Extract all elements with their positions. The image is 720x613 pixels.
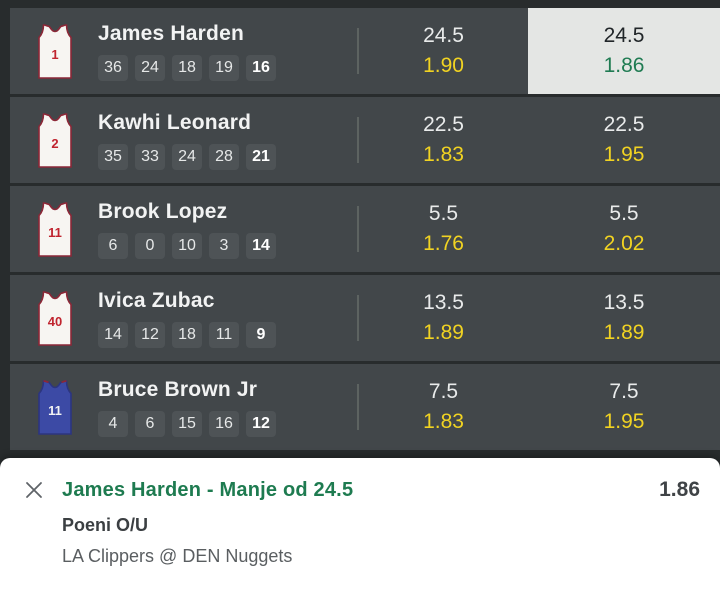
recent-point: 16 (209, 410, 239, 437)
over-odds-button[interactable]: 22.5 1.83 (359, 97, 528, 183)
recent-point-latest: 12 (246, 410, 276, 437)
column-divider (357, 295, 359, 341)
line-value: 24.5 (423, 24, 464, 47)
odds-value: 1.90 (423, 54, 464, 77)
odds-value: 2.02 (603, 232, 645, 255)
player-info: 2 Kawhi Leonard 35 33 24 28 21 (10, 97, 357, 183)
betslip-header: James Harden - Manje od 24.5 1.86 (22, 478, 700, 502)
player-row: 40 Ivica Zubac 14 12 18 11 9 13.5 1.89 1… (10, 275, 720, 361)
betslip-odds: 1.86 (659, 478, 700, 501)
jersey-number: 11 (48, 403, 62, 418)
recent-points: 35 33 24 28 21 (98, 143, 276, 170)
over-odds-button[interactable]: 5.5 1.76 (359, 186, 528, 272)
under-odds-button[interactable]: 5.5 2.02 (528, 186, 720, 272)
odds-value: 1.83 (423, 143, 464, 166)
jersey-number: 1 (51, 47, 58, 62)
odds-value: 1.95 (603, 143, 645, 166)
column-divider (357, 206, 359, 252)
player-name: Ivica Zubac (98, 288, 215, 312)
over-odds-button[interactable]: 24.5 1.90 (359, 8, 528, 94)
line-value: 7.5 (428, 380, 459, 403)
recent-point: 0 (135, 232, 165, 259)
recent-point: 14 (98, 321, 128, 348)
close-button[interactable] (22, 478, 46, 502)
recent-point: 6 (98, 232, 128, 259)
line-value: 24.5 (603, 24, 645, 47)
jersey-icon: 11 (38, 380, 72, 435)
under-odds-button[interactable]: 7.5 1.95 (528, 364, 720, 450)
recent-point: 12 (135, 321, 165, 348)
recent-point: 11 (209, 321, 239, 348)
recent-point: 24 (135, 54, 165, 81)
betslip-selection-title: James Harden - Manje od 24.5 (62, 478, 354, 501)
player-name: James Harden (98, 21, 244, 45)
player-props-table: 1 James Harden 36 24 18 19 16 24.5 1.90 … (10, 8, 720, 450)
odds-value: 1.95 (603, 410, 645, 433)
jersey-icon: 40 (38, 291, 72, 346)
recent-point-latest: 21 (246, 143, 276, 170)
player-info: 11 Bruce Brown Jr 4 6 15 16 12 (10, 364, 357, 450)
over-odds-button[interactable]: 7.5 1.83 (359, 364, 528, 450)
over-odds-button[interactable]: 13.5 1.89 (359, 275, 528, 361)
recent-points: 14 12 18 11 9 (98, 321, 276, 348)
odds-value: 1.76 (423, 232, 464, 255)
recent-point: 4 (98, 410, 128, 437)
recent-points: 36 24 18 19 16 (98, 54, 276, 81)
recent-points: 6 0 10 3 14 (98, 232, 276, 259)
jersey-icon: 2 (38, 113, 72, 168)
recent-point: 15 (172, 410, 202, 437)
jersey-icon: 11 (38, 202, 72, 257)
player-row: 1 James Harden 36 24 18 19 16 24.5 1.90 … (10, 8, 720, 94)
recent-point: 19 (209, 54, 239, 81)
player-row: 11 Bruce Brown Jr 4 6 15 16 12 7.5 1.83 … (10, 364, 720, 450)
betslip-panel: James Harden - Manje od 24.5 1.86 Poeni … (0, 458, 720, 613)
recent-point: 18 (172, 54, 202, 81)
player-info: 1 James Harden 36 24 18 19 16 (10, 8, 357, 94)
recent-point-latest: 16 (246, 54, 276, 81)
recent-point: 3 (209, 232, 239, 259)
player-info: 40 Ivica Zubac 14 12 18 11 9 (10, 275, 357, 361)
betslip-market: Poeni O/U (62, 515, 149, 535)
line-value: 7.5 (609, 380, 639, 403)
recent-points: 4 6 15 16 12 (98, 410, 276, 437)
odds-value: 1.86 (603, 54, 645, 77)
line-value: 13.5 (423, 291, 464, 314)
odds-value: 1.89 (603, 321, 645, 344)
recent-point: 18 (172, 321, 202, 348)
recent-point: 10 (172, 232, 202, 259)
recent-point: 36 (98, 54, 128, 81)
player-name: Bruce Brown Jr (98, 377, 258, 401)
jersey-icon: 1 (38, 24, 72, 79)
recent-point: 35 (98, 143, 128, 170)
under-odds-button-selected[interactable]: 24.5 1.86 (528, 8, 720, 94)
recent-point-latest: 14 (246, 232, 276, 259)
player-info: 11 Brook Lopez 6 0 10 3 14 (10, 186, 357, 272)
betslip-match: LA Clippers @ DEN Nuggets (62, 546, 293, 566)
recent-point-latest: 9 (246, 321, 276, 348)
player-row: 11 Brook Lopez 6 0 10 3 14 5.5 1.76 5.5 … (10, 186, 720, 272)
line-value: 5.5 (609, 202, 639, 225)
odds-value: 1.89 (423, 321, 464, 344)
line-value: 5.5 (428, 202, 459, 225)
under-odds-button[interactable]: 13.5 1.89 (528, 275, 720, 361)
jersey-number: 11 (48, 225, 62, 240)
line-value: 22.5 (423, 113, 464, 136)
recent-point: 28 (209, 143, 239, 170)
recent-point: 6 (135, 410, 165, 437)
column-divider (357, 384, 359, 430)
player-row: 2 Kawhi Leonard 35 33 24 28 21 22.5 1.83… (10, 97, 720, 183)
column-divider (357, 117, 359, 163)
recent-point: 33 (135, 143, 165, 170)
column-divider (357, 28, 359, 74)
player-name: Brook Lopez (98, 199, 228, 223)
recent-point: 24 (172, 143, 202, 170)
jersey-number: 40 (48, 314, 62, 329)
under-odds-button[interactable]: 22.5 1.95 (528, 97, 720, 183)
line-value: 13.5 (603, 291, 645, 314)
jersey-number: 2 (51, 136, 58, 151)
line-value: 22.5 (603, 113, 645, 136)
close-icon (26, 482, 42, 498)
player-name: Kawhi Leonard (98, 110, 252, 134)
odds-value: 1.83 (423, 410, 464, 433)
